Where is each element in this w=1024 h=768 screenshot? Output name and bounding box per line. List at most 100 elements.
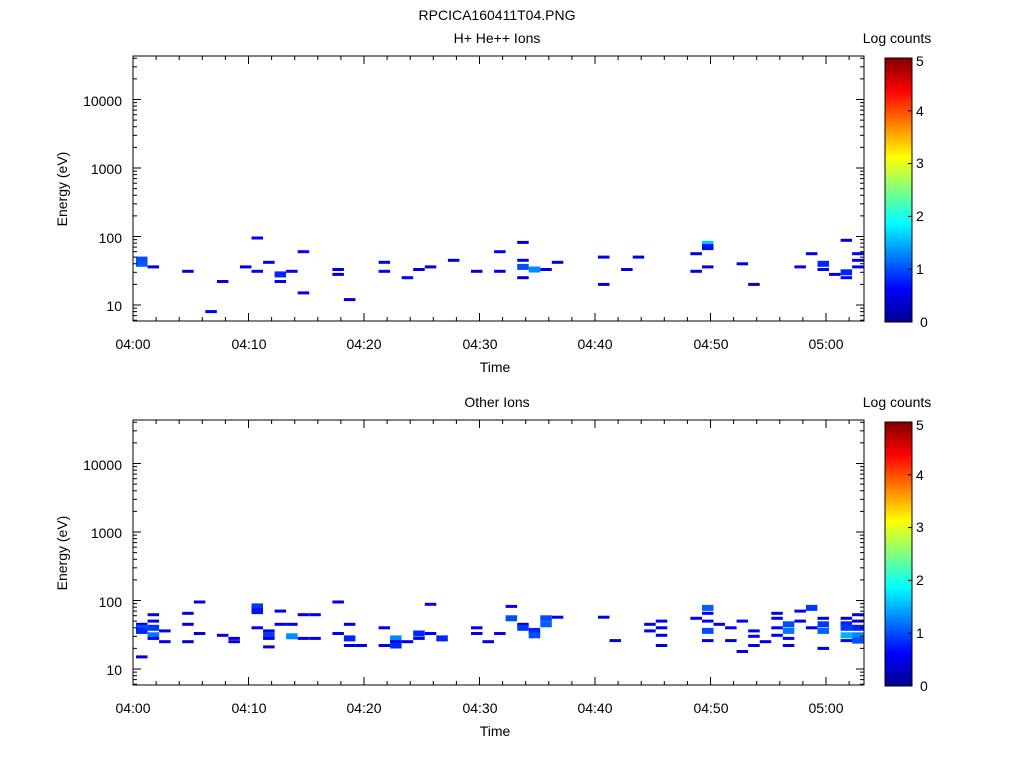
colorbar-tick-label: 1 (916, 625, 924, 641)
heatmap-cell (182, 611, 194, 615)
colorbar (884, 421, 913, 687)
heatmap-cell (690, 252, 702, 256)
heatmap-cell (390, 635, 402, 642)
x-tick-label: 04:10 (231, 336, 266, 352)
x-tick-labels: 04:00 04:10 04:20 04:30 04:40 04:50 05:0… (115, 336, 843, 352)
heatmap-cell (817, 621, 829, 628)
heatmap-cell (817, 616, 829, 620)
heatmap-cell (251, 236, 263, 240)
x-tick-label: 04:30 (462, 336, 497, 352)
colorbar-tick-label: 1 (916, 261, 924, 277)
heatmap-cell (794, 265, 806, 269)
heatmap-cell (852, 632, 864, 639)
heatmap-cell (782, 621, 795, 628)
heatmap-cell (413, 636, 425, 640)
heatmap-cell (551, 260, 564, 264)
heatmap-cell (655, 619, 668, 623)
heatmap-cell (840, 624, 853, 631)
heatmap-cell (690, 616, 702, 620)
heatmap-cell (759, 640, 772, 644)
colorbar-label: Log counts (863, 394, 932, 410)
heatmap-cell (505, 615, 518, 622)
heatmap-cell (852, 624, 864, 631)
y-tick-label: 10 (106, 298, 122, 314)
panel-title: Other Ions (464, 394, 529, 410)
heatmap-cell (343, 298, 356, 302)
heatmap-cell (782, 627, 795, 634)
heatmap-cell (852, 613, 864, 617)
heatmap-cell (159, 640, 171, 644)
heatmap-cell (702, 265, 714, 269)
y-tick-labels: 10000 1000 100 10 (83, 93, 122, 314)
heatmap-cell (471, 632, 483, 635)
heatmap-cell (736, 619, 749, 623)
y-axis-label: Energy (eV) (54, 152, 70, 227)
heatmap-cell (840, 632, 853, 639)
heatmap-cell (136, 622, 148, 626)
heatmap-cell (748, 629, 760, 633)
heatmap-cell (159, 629, 171, 633)
heatmap-cell (702, 611, 714, 615)
heatmap-cell (297, 636, 310, 640)
heatmap-cell (136, 260, 148, 267)
x-tick-label: 04:20 (346, 700, 381, 716)
heatmap-cell (505, 604, 518, 608)
heatmap-cell (205, 310, 217, 314)
heatmap-cell (702, 244, 714, 251)
heatmap-cell (852, 265, 864, 269)
x-tick-label: 04:50 (693, 336, 728, 352)
plot-frame (132, 419, 865, 686)
x-tick-labels: 04:00 04:10 04:20 04:30 04:40 04:50 05:0… (115, 700, 843, 716)
x-axis-label: Time (480, 723, 511, 739)
heatmap-cell (748, 634, 760, 638)
x-tick-label: 04:20 (346, 336, 381, 352)
heatmap-cell (517, 622, 529, 626)
heatmap-cell (390, 640, 402, 644)
heatmap-cell (517, 276, 529, 280)
figure-title: RPCICA160411T04.PNG (419, 7, 576, 23)
heatmap-cell (251, 626, 263, 630)
heatmap-cell (286, 633, 298, 640)
heatmap-cell (136, 655, 148, 659)
heatmap-cell (228, 640, 240, 644)
colorbar-tick-labels: 0 1 2 3 4 5 (916, 417, 928, 694)
heatmap-cell (644, 622, 656, 626)
heatmap-cell (598, 255, 610, 259)
heatmap-cell (228, 636, 240, 640)
heatmap-cell (355, 644, 367, 647)
heatmap-cell (274, 271, 287, 278)
heatmap-cell (193, 632, 206, 635)
heatmap-cell (413, 630, 425, 637)
heatmap-cell (725, 626, 737, 630)
heatmap-cell (852, 258, 864, 262)
heatmap-cell (517, 258, 529, 262)
heatmap-cell (216, 280, 229, 283)
colorbar-tick-label: 2 (916, 572, 924, 588)
heatmap-cell (702, 619, 714, 623)
heatmap-cell (840, 621, 853, 628)
heatmap-cell (147, 632, 160, 639)
y-axis-ticks (133, 421, 864, 685)
heatmap-cell (632, 255, 645, 259)
colorbar-tick-labels: 0 1 2 3 4 5 (916, 53, 928, 330)
y-tick-label: 10000 (83, 93, 122, 109)
y-tick-labels: 10000 1000 100 10 (83, 457, 122, 678)
heatmap-cell (794, 619, 806, 623)
heatmap-cell (702, 627, 714, 634)
heatmap-cell (528, 632, 541, 639)
heatmap-cell (771, 626, 783, 630)
heatmap-cell (471, 269, 483, 273)
heatmap-cell (147, 636, 160, 640)
heatmap-cell (551, 615, 564, 619)
heatmap-cell (147, 265, 160, 269)
heatmap-cell (263, 636, 275, 640)
x-tick-label: 04:40 (577, 336, 612, 352)
heatmap-cell (771, 616, 783, 620)
heatmap-cell (182, 640, 194, 644)
colorbar-tick-label: 0 (920, 314, 928, 330)
heatmap-cell (736, 262, 749, 266)
heatmap-cell (332, 632, 344, 635)
x-tick-label: 05:00 (808, 700, 843, 716)
heatmap-cell (782, 644, 795, 647)
